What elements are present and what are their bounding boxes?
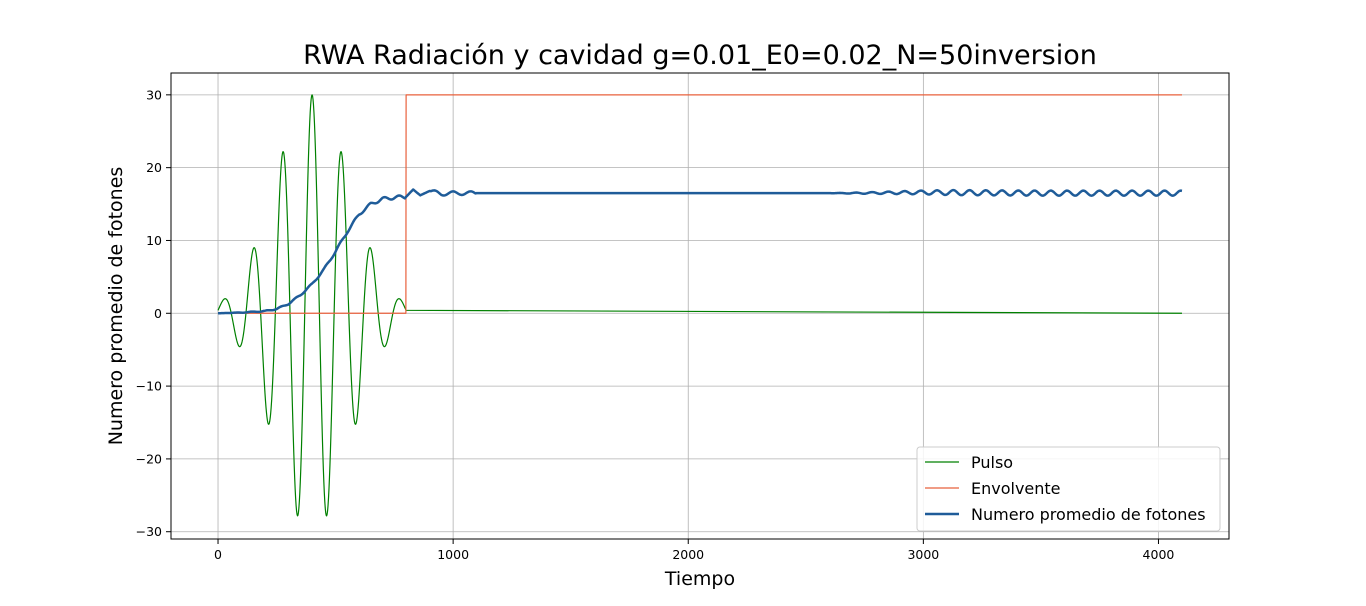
x-tick-label: 2000 <box>672 547 704 562</box>
series-line-1 <box>217 94 1182 517</box>
x-axis-ticks: 0 1000 2000 3000 4000 <box>214 539 1174 562</box>
y-tick-label: −30 <box>136 524 162 539</box>
y-tick-label: −10 <box>136 379 162 394</box>
x-tick-label: 3000 <box>907 547 939 562</box>
y-tick-label: 30 <box>146 87 162 102</box>
y-axis-ticks: −30 −20 −10 0 10 20 30 <box>136 87 171 539</box>
plot-area <box>217 94 1183 517</box>
series-line-3 <box>217 188 1183 315</box>
legend-box <box>916 446 1221 532</box>
x-tick-label: 4000 <box>1143 547 1175 562</box>
legend: Pulso Envolvente Numero promedio de fotone… <box>916 446 1221 532</box>
x-axis-label: Tiempo <box>664 568 735 590</box>
x-tick-label: 1000 <box>437 547 469 562</box>
y-tick-label: 10 <box>146 233 162 248</box>
chart-title: RWA Radiación y cavidad g=0.01_E0=0.02_N… <box>303 40 1097 71</box>
y-tick-label: 20 <box>146 160 162 175</box>
legend-label: Pulso <box>971 453 1013 472</box>
legend-label: Envolvente <box>971 479 1061 498</box>
y-axis-label: Numero promedio de fotones <box>105 167 127 446</box>
legend-label: Numero promedio de fotones <box>971 505 1206 524</box>
y-tick-label: 0 <box>154 306 162 321</box>
y-tick-label: −20 <box>136 451 162 466</box>
plot-frame <box>170 72 1230 540</box>
x-tick-label: 0 <box>214 547 222 562</box>
series-line-2 <box>218 94 1182 314</box>
